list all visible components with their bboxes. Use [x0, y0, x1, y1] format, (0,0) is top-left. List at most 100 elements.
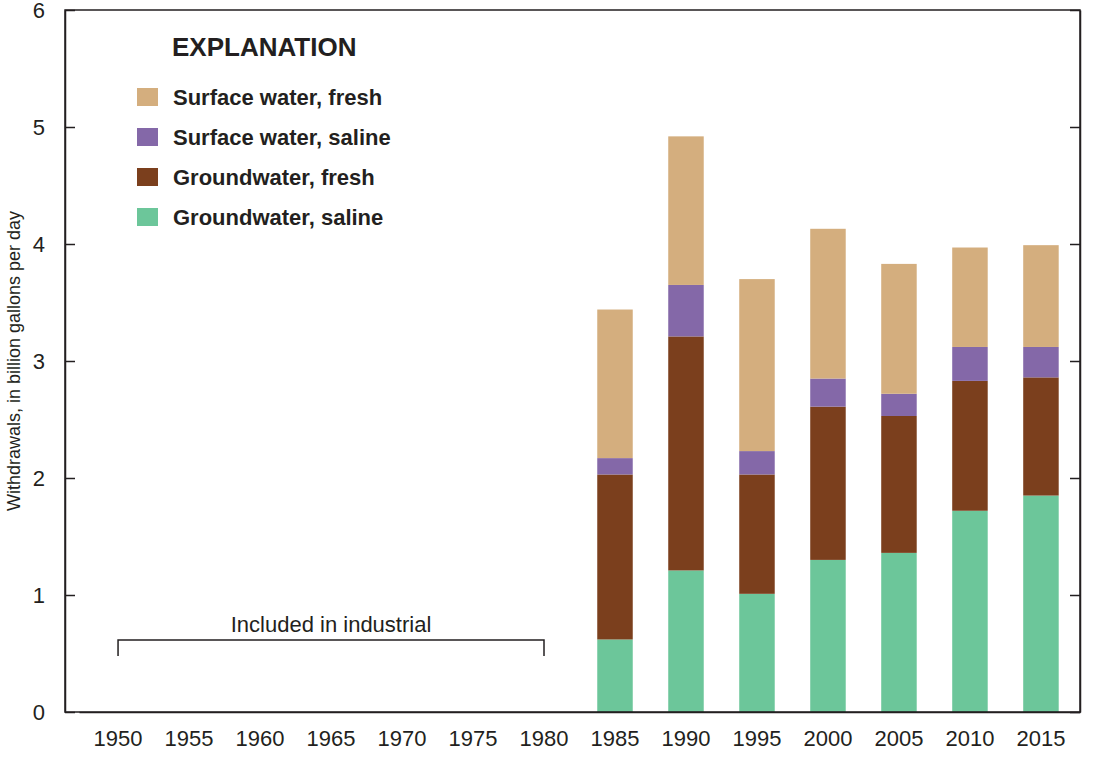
y-tick: 1 [33, 583, 75, 608]
y-tick-right [1070, 478, 1080, 479]
y-axis-right [1070, 11, 1081, 713]
x-tick: 2010 [945, 712, 994, 751]
bar-segment [881, 416, 916, 553]
plot-frame [65, 10, 1080, 712]
y-axis-title: Withdrawals, in billion gallons per day [4, 211, 24, 511]
bar-segment [1023, 347, 1058, 377]
bar-segment [881, 394, 916, 416]
bar-segment [597, 310, 632, 459]
bar-segment [668, 336, 703, 570]
y-tick-mark [65, 595, 75, 597]
y-tick: 6 [33, 0, 75, 23]
legend-label: Groundwater, fresh [173, 165, 375, 190]
y-tick-right [1070, 127, 1080, 128]
bar-segment [881, 553, 916, 712]
y-tick: 0 [33, 700, 75, 725]
bar-segment [1023, 245, 1058, 347]
bar-segment [739, 279, 774, 451]
y-tick-mark [65, 361, 75, 363]
legend: EXPLANATION Surface water, fresh Surface w… [137, 32, 391, 230]
bar-segment [952, 248, 987, 347]
x-tick-label: 2000 [803, 726, 852, 751]
y-tick: 5 [33, 115, 75, 140]
bar-segment [1023, 377, 1058, 495]
y-tick-label: 3 [33, 349, 45, 374]
annotation: Included in industrial [118, 612, 544, 656]
legend-swatch [137, 208, 158, 226]
x-tick-label: 1960 [236, 726, 285, 751]
y-tick-right [1070, 244, 1080, 245]
x-tick: 1980 [520, 712, 569, 751]
legend-label: Surface water, saline [173, 125, 391, 150]
x-tick: 1960 [236, 712, 285, 751]
x-tick: 1950 [94, 712, 143, 751]
x-tick-label: 1985 [591, 726, 640, 751]
x-tick-label: 1995 [733, 726, 782, 751]
bars [597, 136, 1058, 712]
bar-segment [810, 407, 845, 560]
y-tick-label: 1 [33, 583, 45, 608]
bar-segment [881, 264, 916, 394]
y-tick: 2 [33, 466, 75, 491]
y-tick-mark-right [1070, 244, 1080, 246]
x-tick-label: 1965 [307, 726, 356, 751]
bar-segment [810, 560, 845, 712]
y-tick-mark-right [1070, 10, 1080, 12]
x-tick-label: 1975 [449, 726, 498, 751]
y-tick-label: 0 [33, 700, 45, 725]
bar-segment [810, 229, 845, 379]
y-tick-mark-right [1070, 127, 1080, 129]
legend-title: EXPLANATION [172, 32, 356, 62]
bar-segment [597, 458, 632, 474]
bar-segment [739, 474, 774, 593]
x-tick: 1995 [733, 712, 782, 751]
bar-segment [1023, 496, 1058, 712]
y-tick-label: 2 [33, 466, 45, 491]
y-tick-mark [65, 478, 75, 480]
bar-segment [668, 285, 703, 336]
x-tick: 2015 [1016, 712, 1065, 751]
y-tick-label: 4 [33, 232, 45, 257]
x-tick-label: 1990 [662, 726, 711, 751]
y-tick-mark [65, 244, 75, 246]
x-tick-label: 1950 [94, 726, 143, 751]
y-tick-right [1070, 361, 1080, 362]
x-tick-label: 1970 [378, 726, 427, 751]
legend-swatch [137, 88, 158, 106]
y-tick-right [1070, 595, 1080, 596]
y-tick-label: 6 [33, 0, 45, 23]
x-tick-label: 2005 [874, 726, 923, 751]
y-tick: 4 [33, 232, 75, 257]
y-tick-mark [65, 127, 75, 129]
y-tick-mark-right [1070, 595, 1080, 597]
bar-segment [810, 379, 845, 407]
legend-label: Groundwater, saline [173, 205, 383, 230]
legend-label: Surface water, fresh [173, 85, 382, 110]
x-tick: 1965 [307, 712, 356, 751]
y-tick-mark [65, 10, 75, 12]
x-tick-label: 2010 [945, 726, 994, 751]
bar-segment [597, 474, 632, 639]
bar-segment [739, 594, 774, 712]
bar-segment [597, 639, 632, 712]
y-axis: 0 1 2 3 4 5 6 [33, 0, 75, 725]
bar-segment [952, 347, 987, 381]
x-tick: 2005 [874, 712, 923, 751]
y-tick-label: 5 [33, 115, 45, 140]
annotation-bracket [118, 640, 544, 656]
x-tick-label: 1980 [520, 726, 569, 751]
x-axis: 1950195519601965197019751980198519901995… [80, 712, 1081, 751]
bar-segment [952, 381, 987, 511]
x-tick: 1975 [449, 712, 498, 751]
bar-segment [952, 511, 987, 712]
y-tick-right [1070, 10, 1080, 11]
bar-segment [668, 570, 703, 712]
x-tick-label: 2015 [1016, 726, 1065, 751]
annotation-text: Included in industrial [231, 612, 432, 637]
bar-segment [668, 136, 703, 285]
legend-swatch [137, 128, 158, 146]
legend-swatch [137, 168, 158, 186]
x-axis-line [80, 712, 1081, 714]
y-tick-mark-right [1070, 478, 1080, 480]
y-tick-mark-right [1070, 361, 1080, 363]
